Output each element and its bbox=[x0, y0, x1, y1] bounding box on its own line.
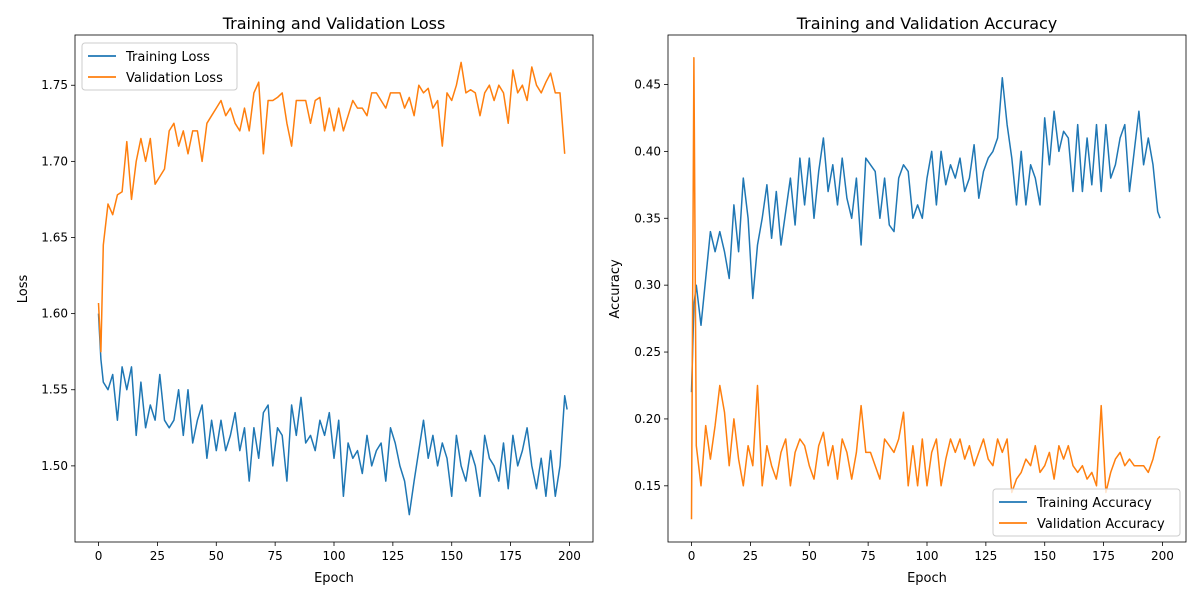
loss-legend: Training Loss Validation Loss bbox=[81, 42, 238, 91]
accuracy-chart: Training and Validation Accuracy Epoch A… bbox=[608, 14, 1187, 586]
accuracy-legend-label: Validation Accuracy bbox=[1037, 517, 1165, 532]
loss-x-tick-label: 175 bbox=[499, 549, 522, 563]
loss-y-tick-label: 1.60 bbox=[41, 307, 68, 321]
accuracy-x-tick-label: 150 bbox=[1033, 549, 1056, 563]
accuracy-y-tick-label: 0.45 bbox=[634, 77, 661, 91]
accuracy-series-validation-accuracy bbox=[690, 56, 1161, 520]
loss-y-tick-label: 1.75 bbox=[41, 78, 68, 92]
loss-y-tick-label: 1.65 bbox=[41, 230, 68, 244]
accuracy-y-tick-label: 0.40 bbox=[634, 144, 661, 158]
accuracy-y-tick-label: 0.20 bbox=[634, 412, 661, 426]
loss-chart-title: Training and Validation Loss bbox=[222, 14, 446, 33]
accuracy-x-tick-label: 200 bbox=[1151, 549, 1174, 563]
loss-series-training-loss bbox=[97, 313, 568, 516]
loss-series-validation-loss bbox=[97, 61, 566, 353]
accuracy-x-tick-label: 25 bbox=[743, 549, 758, 563]
accuracy-series-training-accuracy bbox=[690, 77, 1161, 393]
loss-x-tick-label: 100 bbox=[323, 549, 346, 563]
loss-axes-frame bbox=[74, 34, 594, 543]
loss-chart: Training and Validation Loss Epoch Loss … bbox=[16, 14, 594, 586]
accuracy-x-tick-label: 175 bbox=[1092, 549, 1115, 563]
loss-x-tick-label: 125 bbox=[381, 549, 404, 563]
loss-legend-label: Validation Loss bbox=[126, 71, 223, 86]
loss-x-tick-label: 25 bbox=[150, 549, 165, 563]
accuracy-legend: Training Accuracy Validation Accuracy bbox=[992, 488, 1181, 537]
accuracy-legend-label: Training Accuracy bbox=[1036, 496, 1152, 511]
loss-x-tick-label: 75 bbox=[267, 549, 282, 563]
accuracy-x-tick-label: 75 bbox=[860, 549, 875, 563]
loss-y-tick-label: 1.50 bbox=[41, 459, 68, 473]
accuracy-x-tick-label: 50 bbox=[802, 549, 817, 563]
loss-x-tick-label: 150 bbox=[440, 549, 463, 563]
accuracy-y-axis-label: Accuracy bbox=[608, 259, 623, 319]
loss-legend-box bbox=[81, 42, 238, 91]
accuracy-x-tick-label: 100 bbox=[916, 549, 939, 563]
loss-y-axis-label: Loss bbox=[16, 275, 31, 304]
accuracy-x-tick-label: 125 bbox=[974, 549, 997, 563]
accuracy-y-tick-label: 0.25 bbox=[634, 345, 661, 359]
accuracy-chart-title: Training and Validation Accuracy bbox=[796, 14, 1058, 33]
accuracy-x-axis-label: Epoch bbox=[907, 571, 947, 586]
loss-x-tick-label: 50 bbox=[209, 549, 224, 563]
loss-y-tick-label: 1.70 bbox=[41, 154, 68, 168]
accuracy-y-tick-label: 0.30 bbox=[634, 278, 661, 292]
accuracy-x-tick-label: 0 bbox=[688, 549, 696, 563]
loss-x-tick-label: 0 bbox=[95, 549, 103, 563]
loss-legend-label: Training Loss bbox=[125, 50, 210, 65]
accuracy-y-tick-label: 0.35 bbox=[634, 211, 661, 225]
accuracy-y-tick-label: 0.15 bbox=[634, 479, 661, 493]
loss-x-axis-label: Epoch bbox=[314, 571, 354, 586]
loss-x-tick-label: 200 bbox=[558, 549, 581, 563]
loss-y-tick-label: 1.55 bbox=[41, 383, 68, 397]
accuracy-legend-box bbox=[992, 488, 1181, 537]
